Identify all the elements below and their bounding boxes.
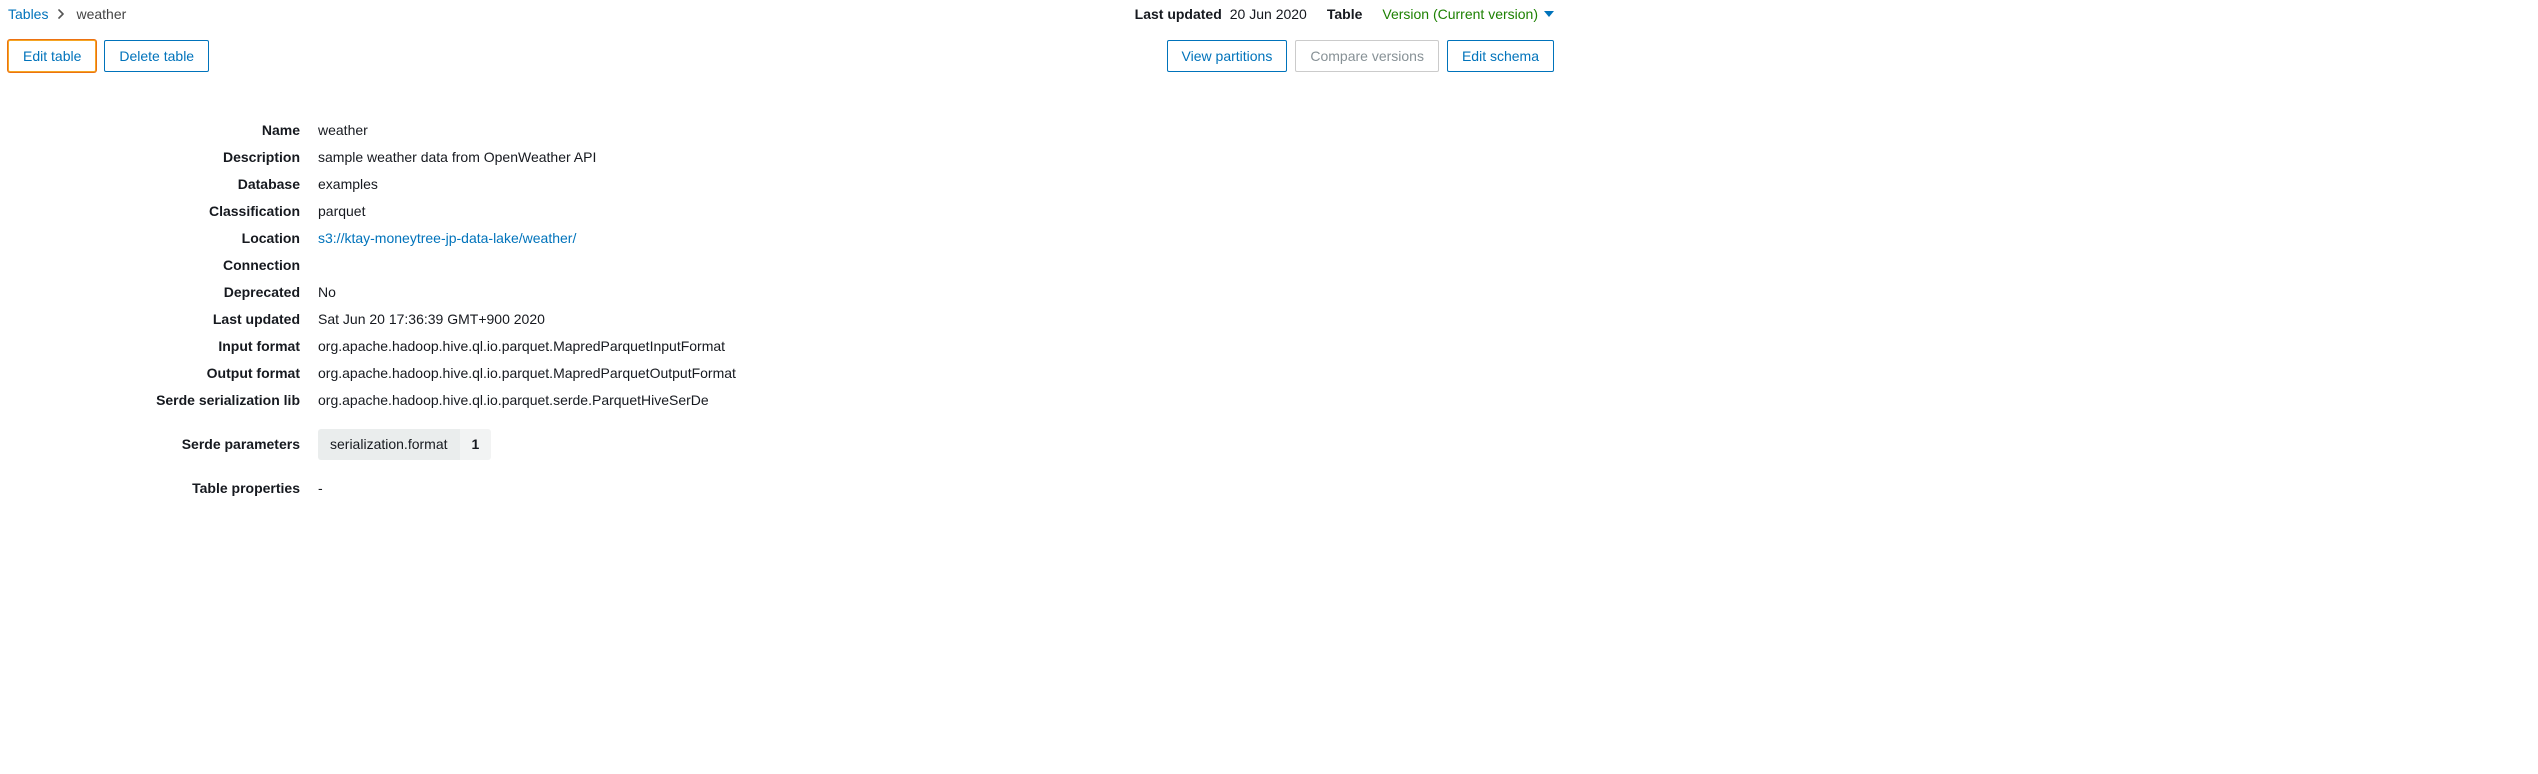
value-description: sample weather data from OpenWeather API [318,147,596,168]
last-updated-label: Last updated [1135,6,1222,22]
value-name: weather [318,120,368,141]
label-table-properties: Table properties [48,478,318,499]
serde-param-badge: serialization.format 1 [318,429,491,460]
view-partitions-button[interactable]: View partitions [1167,40,1288,72]
edit-schema-button[interactable]: Edit schema [1447,40,1554,72]
label-location: Location [48,228,318,249]
value-location-link[interactable]: s3://ktay-moneytree-jp-data-lake/weather… [318,228,576,249]
label-name: Name [48,120,318,141]
version-dropdown[interactable]: Version (Current version) [1382,6,1554,22]
breadcrumb: Tables weather [8,6,126,22]
value-serde-params: serialization.format 1 [318,429,491,460]
chevron-right-icon [58,7,66,22]
left-button-group: Edit table Delete table [8,40,209,72]
value-classification: parquet [318,201,365,222]
breadcrumb-root-link[interactable]: Tables [8,6,48,22]
label-database: Database [48,174,318,195]
label-deprecated: Deprecated [48,282,318,303]
header-meta: Last updated 20 Jun 2020 Table Version (… [1135,6,1554,22]
label-serde-params: Serde parameters [48,434,318,455]
value-input-format: org.apache.hadoop.hive.ql.io.parquet.Map… [318,336,725,357]
value-serde-lib: org.apache.hadoop.hive.ql.io.parquet.ser… [318,390,709,411]
caret-down-icon [1544,11,1554,17]
label-input-format: Input format [48,336,318,357]
serde-param-value: 1 [460,429,492,460]
serde-param-key: serialization.format [318,429,460,460]
right-button-group: View partitions Compare versions Edit sc… [1167,40,1554,72]
value-table-properties: - [318,478,323,499]
compare-versions-button: Compare versions [1295,40,1439,72]
entity-type-label: Table [1327,6,1363,22]
label-last-updated: Last updated [48,309,318,330]
label-connection: Connection [48,255,318,276]
edit-table-button[interactable]: Edit table [8,40,96,72]
table-details: Nameweather Descriptionsample weather da… [48,120,1554,499]
delete-table-button[interactable]: Delete table [104,40,209,72]
value-database: examples [318,174,378,195]
value-last-updated: Sat Jun 20 17:36:39 GMT+900 2020 [318,309,545,330]
label-description: Description [48,147,318,168]
label-serde-lib: Serde serialization lib [48,390,318,411]
last-updated-value: 20 Jun 2020 [1230,6,1307,22]
label-classification: Classification [48,201,318,222]
breadcrumb-current: weather [76,6,126,22]
version-label: Version (Current version) [1382,6,1538,22]
value-output-format: org.apache.hadoop.hive.ql.io.parquet.Map… [318,363,736,384]
value-deprecated: No [318,282,336,303]
label-output-format: Output format [48,363,318,384]
